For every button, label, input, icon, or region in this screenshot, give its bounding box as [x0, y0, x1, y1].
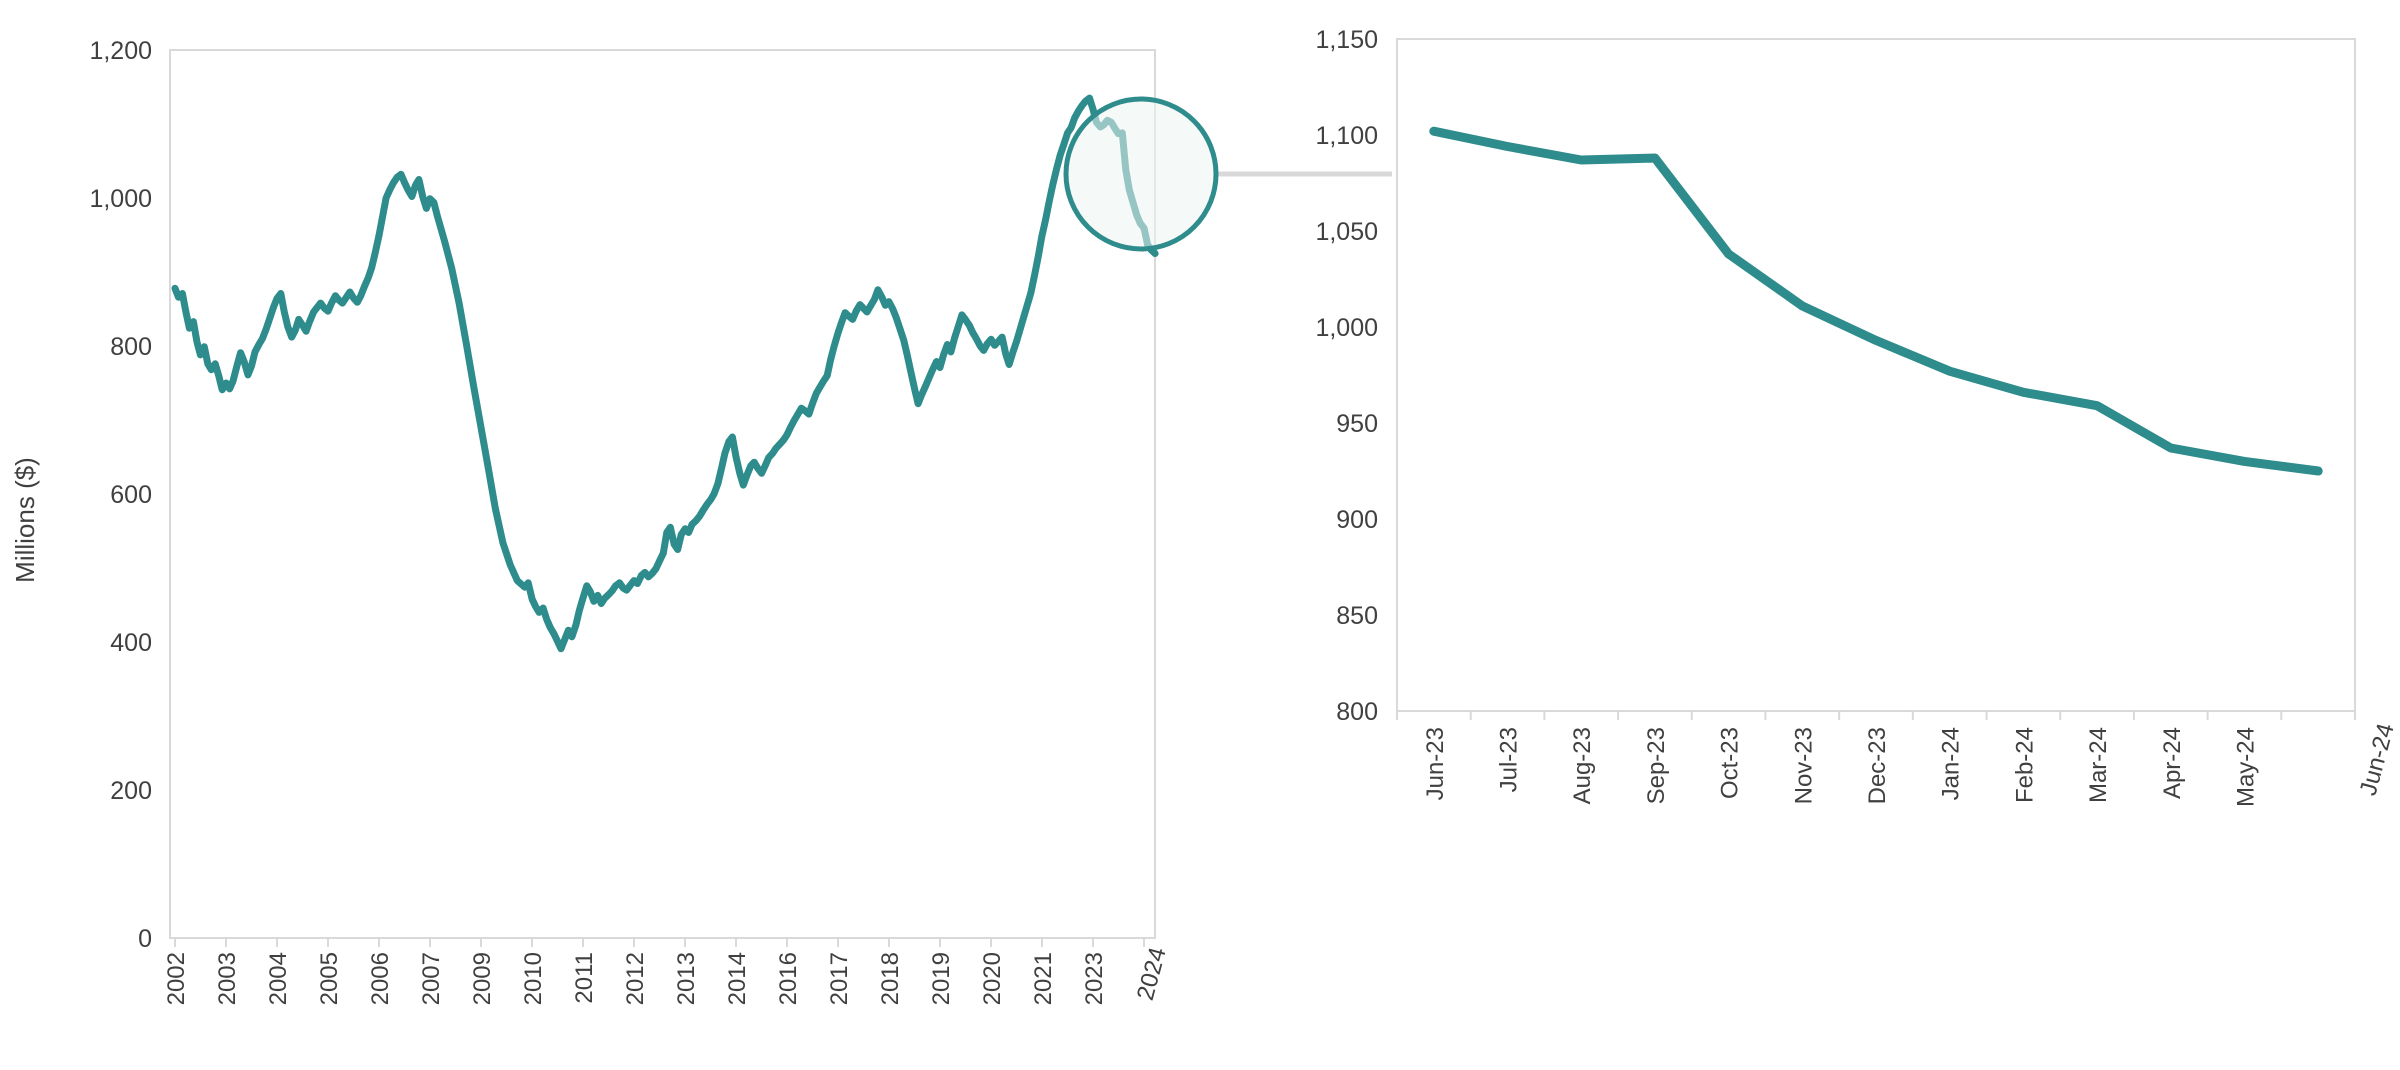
- left-x-tick-label: 2006: [367, 952, 394, 1005]
- right-chart: 800 850 900 950 1,000 1,050 1,100 1,150 Jun-23 Ju…: [1315, 26, 2399, 807]
- left-x-tick-label: 2014: [724, 952, 751, 1005]
- left-x-tick-label: 2024: [1132, 945, 1172, 1004]
- right-x-tick-label: Sep-23: [1643, 727, 1670, 804]
- left-y-tick-label: 1,200: [89, 37, 152, 65]
- left-x-tick-label: 2011: [571, 952, 598, 1004]
- left-y-tick-label: 800: [110, 333, 152, 361]
- left-x-tick-label: 2019: [928, 952, 955, 1005]
- left-x-tick-label: 2020: [979, 952, 1006, 1005]
- left-y-tick-label: 200: [110, 777, 152, 805]
- left-x-tick-label: 2018: [877, 952, 904, 1005]
- right-x-tick-label: Jul-23: [1496, 727, 1523, 792]
- right-y-tick-label: 800: [1336, 698, 1378, 726]
- left-x-tick-label: 2005: [316, 952, 343, 1005]
- right-plot-border: [1396, 38, 2356, 712]
- left-x-tick-label: 2004: [265, 952, 292, 1005]
- left-x-tick-label: 2010: [520, 952, 547, 1005]
- right-y-tick-label: 950: [1336, 410, 1378, 438]
- left-y-tick-label: 400: [110, 629, 152, 657]
- left-chart: 0 200 400 600 800 1,000 1,200 2002 2003 2004 2005 2…: [89, 37, 1171, 1005]
- left-x-tick-label: 2007: [418, 952, 445, 1005]
- right-y-tick-label: 1,000: [1315, 314, 1378, 342]
- right-x-tick-label: Jun-24: [2355, 721, 2400, 799]
- left-x-tick-label: 2021: [1030, 952, 1057, 1005]
- right-x-tick-label: Oct-23: [1717, 727, 1744, 799]
- left-plot-border: [169, 49, 1156, 939]
- left-x-tick-label: 2017: [826, 952, 853, 1005]
- left-x-tick-label: 2016: [775, 952, 802, 1005]
- right-x-tick-label: Jun-23: [1422, 727, 1449, 800]
- right-x-tick-label: Mar-24: [2085, 727, 2112, 803]
- right-y-tick-label: 1,050: [1315, 218, 1378, 246]
- left-series-line: [171, 94, 1159, 653]
- right-x-tick-label: Nov-23: [1790, 727, 1817, 804]
- right-x-tick-label: Jan-24: [1938, 727, 1965, 800]
- right-y-tick-label: 1,100: [1315, 122, 1378, 150]
- left-x-tick-label: 2002: [163, 952, 190, 1005]
- right-series-line: [1429, 126, 2323, 476]
- left-y-tick-label: 0: [138, 925, 152, 953]
- right-x-tick-label: May-24: [2232, 727, 2259, 807]
- left-x-tick-label: 2023: [1081, 952, 1108, 1005]
- right-y-tick-label: 1,150: [1315, 26, 1378, 54]
- right-x-tick-label: Feb-24: [2011, 727, 2038, 803]
- right-x-tick-label: Apr-24: [2159, 727, 2186, 799]
- left-x-tick-label: 2013: [673, 952, 700, 1005]
- left-x-tick-label: 2009: [469, 952, 496, 1005]
- left-y-tick-label: 600: [110, 481, 152, 509]
- right-y-tick-label: 850: [1336, 602, 1378, 630]
- right-x-tick-label: Aug-23: [1569, 727, 1596, 804]
- left-x-tick-label: 2003: [214, 952, 241, 1005]
- left-y-tick-label: 1,000: [89, 185, 152, 213]
- left-x-tick-label: 2012: [622, 952, 649, 1005]
- left-y-axis-title: Millions ($): [10, 457, 40, 583]
- right-y-tick-label: 900: [1336, 506, 1378, 534]
- right-x-tick-label: Dec-23: [1864, 727, 1891, 804]
- magnifier-circle: [1063, 96, 1219, 252]
